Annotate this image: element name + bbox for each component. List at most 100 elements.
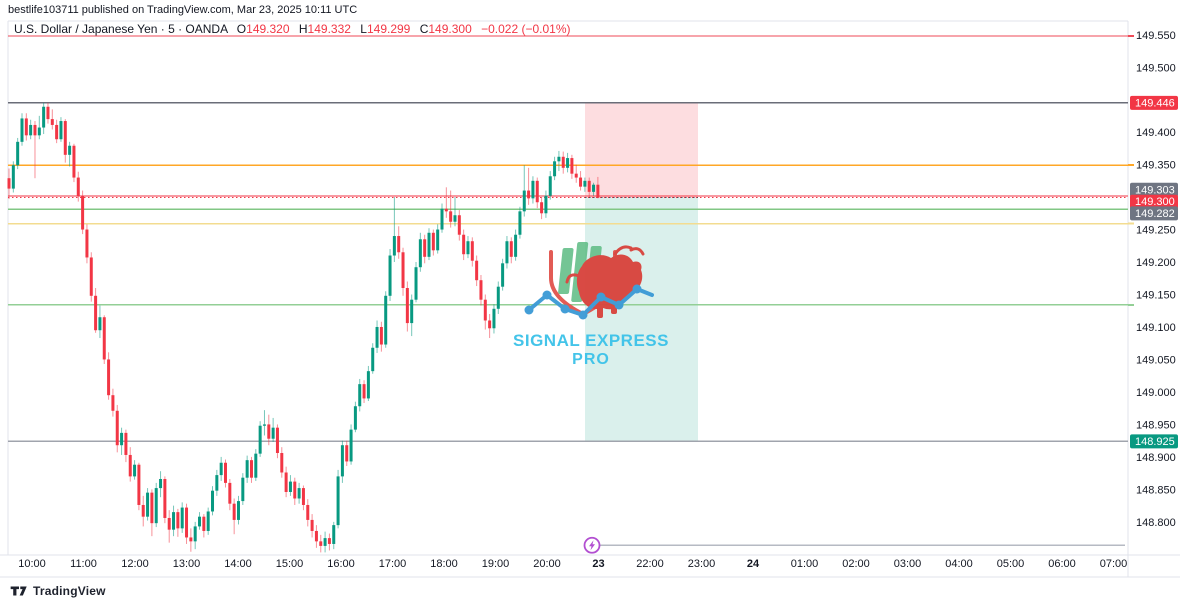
- time-tick-label: 24: [747, 558, 760, 570]
- logo-bull-icon: [565, 245, 645, 318]
- candle-body: [154, 488, 158, 524]
- price-tick-label: 149.200: [1136, 257, 1176, 269]
- candle-body: [583, 180, 587, 187]
- position-stop-zone[interactable]: [585, 102, 698, 198]
- ohlc-open-label: O: [236, 22, 247, 36]
- change-value: −0.022 (−0.01%): [481, 22, 571, 36]
- candle-body: [68, 145, 72, 155]
- price-tick-label: 149.000: [1136, 387, 1176, 399]
- candle-body: [258, 425, 262, 454]
- symbol-title[interactable]: U.S. Dollar / Japanese Yen · 5 · OANDA: [14, 22, 228, 36]
- candle-body: [107, 359, 111, 396]
- candle-body: [128, 454, 132, 477]
- candle-body: [301, 488, 305, 505]
- candle-body: [462, 234, 466, 255]
- tradingview-footer[interactable]: TradingView: [10, 583, 106, 599]
- candle-body: [531, 180, 535, 199]
- candle-body: [384, 295, 388, 345]
- candle-body: [63, 121, 67, 155]
- candlestick-layer: [7, 102, 600, 553]
- candle-body: [592, 184, 596, 192]
- price-axis[interactable]: 149.550 149.500 149.400 149.350 149.250 149.2…: [1130, 30, 1178, 529]
- candle-body: [202, 516, 206, 531]
- ohlc-low-value: 149.299: [366, 22, 411, 36]
- price-badge-text: 149.303: [1135, 184, 1175, 196]
- price-tick-label: 149.150: [1136, 290, 1176, 302]
- candle-body: [522, 190, 526, 212]
- candle-body: [596, 184, 600, 198]
- candle-body: [306, 504, 310, 520]
- candle-body: [267, 424, 271, 439]
- position-profit-zone[interactable]: [585, 197, 698, 442]
- candle-body: [189, 537, 193, 542]
- ohlc-high-value: 149.332: [307, 22, 351, 36]
- candle-body: [505, 241, 509, 264]
- candle-body: [527, 190, 531, 199]
- candle-body: [501, 263, 505, 287]
- candle-body: [457, 215, 461, 235]
- candle-body: [245, 460, 249, 478]
- ohlc-open-value: 149.320: [246, 22, 290, 36]
- candle-body: [150, 492, 154, 524]
- candle-body: [431, 232, 435, 251]
- candle-body: [405, 288, 409, 324]
- candle-body: [479, 280, 483, 300]
- candle-body: [579, 177, 583, 187]
- candle-body: [20, 118, 24, 142]
- candle-body: [193, 526, 197, 542]
- time-tick-label: 18:00: [430, 558, 458, 570]
- price-badge: [1130, 95, 1178, 110]
- time-tick-label: 22:00: [636, 558, 664, 570]
- candle-body: [449, 211, 453, 222]
- time-tick-label: 01:00: [791, 558, 819, 570]
- candle-body: [310, 519, 314, 531]
- signal-express-pro-logo: [524, 242, 654, 320]
- candle-body: [124, 432, 128, 455]
- candle-body: [236, 501, 240, 520]
- candle-body: [102, 317, 106, 360]
- candle-body: [362, 384, 366, 399]
- time-tick-label: 17:00: [379, 558, 407, 570]
- time-tick-label: 16:00: [327, 558, 355, 570]
- candle-body: [24, 118, 28, 136]
- candle-body: [254, 453, 258, 478]
- time-tick-label: 23: [592, 558, 604, 570]
- watermark-line1: SIGNAL EXPRESS: [513, 331, 669, 350]
- candle-body: [198, 516, 202, 527]
- candle-body: [206, 511, 210, 531]
- candle-body: [388, 255, 392, 296]
- candle-body: [271, 427, 275, 439]
- candle-body: [392, 236, 396, 256]
- time-tick-label: 11:00: [70, 558, 97, 570]
- watermark-line2: PRO: [572, 351, 610, 368]
- candle-body: [509, 241, 513, 257]
- candle-body: [371, 347, 375, 372]
- candle-body: [587, 180, 591, 192]
- candle-body: [46, 106, 50, 120]
- candle-body: [215, 475, 219, 491]
- candle-body: [353, 406, 357, 430]
- candle-body: [366, 371, 370, 399]
- candle-body: [85, 229, 89, 258]
- price-tick-label: 149.100: [1136, 322, 1176, 334]
- time-tick-label: 15:00: [276, 558, 304, 570]
- time-axis[interactable]: 10:00 11:00 12:00 13:00 14:00 15:00 16:00 17:00…: [18, 558, 1127, 570]
- time-tick-label: 04:00: [945, 558, 973, 570]
- candle-body: [518, 211, 522, 235]
- candle-body: [232, 503, 236, 520]
- candle-body: [133, 464, 137, 477]
- candle-body: [120, 432, 124, 446]
- candle-body: [548, 176, 552, 196]
- candle-body: [180, 507, 184, 529]
- candle-body: [496, 286, 500, 309]
- candle-body: [98, 317, 102, 331]
- time-tick-label: 12:00: [121, 558, 149, 570]
- price-badge: [1130, 206, 1178, 221]
- candle-body: [514, 234, 518, 257]
- candle-body: [327, 538, 331, 544]
- candle-body: [159, 478, 163, 489]
- price-tick-label: 149.500: [1136, 62, 1176, 74]
- symbol-legend[interactable]: U.S. Dollar / Japanese Yen · 5 · OANDA O…: [14, 22, 571, 36]
- candle-body: [557, 156, 561, 162]
